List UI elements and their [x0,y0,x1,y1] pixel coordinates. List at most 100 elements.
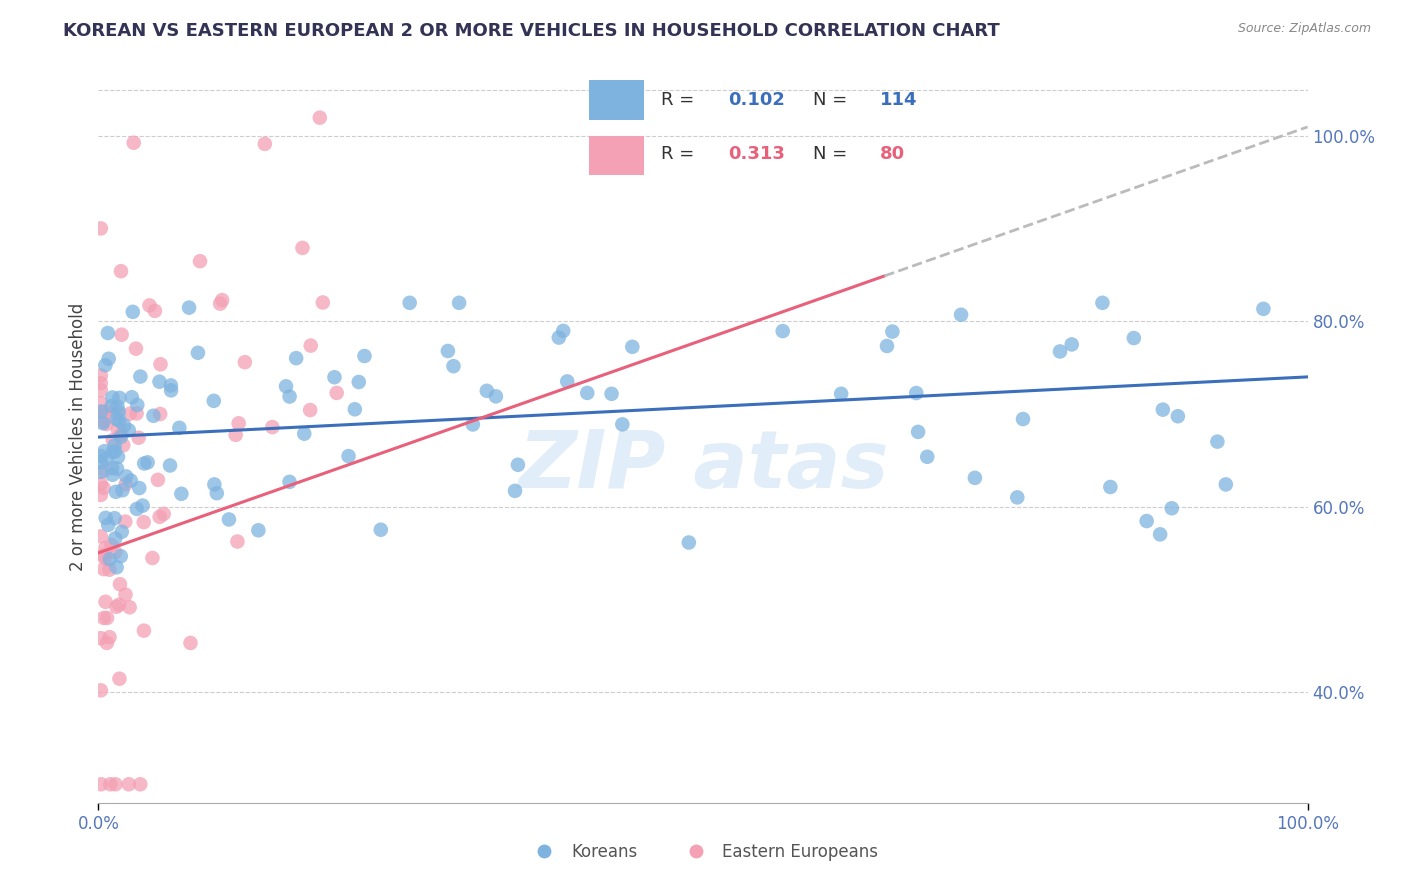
Point [128,481,150,495]
Text: 80: 80 [880,145,905,163]
Point [93,562,115,576]
Y-axis label: 2 or more Vehicles in Household: 2 or more Vehicles in Household [69,303,87,571]
Point [97,517,120,532]
Point [1206,434,1229,449]
Point [179,636,201,650]
Point [110,264,132,278]
Point [253,136,276,151]
Point [205,486,228,500]
Point [950,308,973,322]
Point [152,507,174,521]
Point [262,420,284,434]
Point [149,509,172,524]
Point [170,487,193,501]
Point [325,385,347,400]
Point [90,404,112,418]
Point [90,529,112,543]
Point [100,538,122,552]
Point [1160,501,1182,516]
Point [118,407,141,421]
Point [169,421,191,435]
Point [94,551,117,566]
Point [209,296,232,310]
Point [108,672,131,686]
Point [1122,331,1144,345]
Point [93,415,115,429]
Point [142,409,165,423]
Point [443,359,465,374]
Point [1007,491,1029,505]
Point [621,340,644,354]
Point [1215,477,1237,491]
Point [90,376,112,391]
Point [963,471,986,485]
Point [91,406,114,420]
Point [111,327,134,342]
Point [104,545,127,559]
Point [125,342,148,356]
Point [202,477,225,491]
Point [600,386,623,401]
Point [211,293,233,307]
Point [108,405,131,419]
Point [136,455,159,469]
Point [90,777,112,791]
Point [141,551,163,566]
Point [127,398,149,412]
Point [1099,480,1122,494]
Point [90,383,112,397]
Point [118,600,141,615]
Point [128,431,150,445]
Point [101,391,124,405]
Point [461,417,484,432]
Point [1149,527,1171,541]
Point [105,560,128,574]
Point [93,464,115,478]
Point [449,295,471,310]
Point [90,455,112,469]
Point [94,595,117,609]
Point [125,502,148,516]
Point [134,457,156,471]
Point [98,563,121,577]
Point [90,396,112,410]
Point [96,417,118,431]
FancyBboxPatch shape [589,136,644,175]
Point [94,511,117,525]
Point [503,483,526,498]
Text: 0.102: 0.102 [728,91,785,109]
FancyBboxPatch shape [589,80,644,120]
Point [291,241,314,255]
Point [160,378,183,392]
Point [112,438,135,452]
Point [96,404,118,418]
Point [131,499,153,513]
Point [475,384,498,398]
Point [612,417,634,432]
Point [104,444,127,458]
Point [299,338,322,352]
Point [121,390,143,404]
Point [202,393,225,408]
Point [98,777,121,791]
Point [138,298,160,312]
Point [132,624,155,638]
Point [292,426,315,441]
Point [187,346,209,360]
Point [247,524,270,538]
Point [101,433,124,447]
Point [104,438,127,452]
Point [110,426,132,441]
Point [1136,514,1159,528]
Point [312,295,335,310]
Point [105,407,128,421]
Point [97,351,120,366]
Point [96,636,118,650]
Point [398,295,420,310]
Point [93,611,115,625]
Point [1152,402,1174,417]
Point [905,386,928,401]
Point [122,136,145,150]
Point [90,476,112,491]
Point [1253,301,1275,316]
